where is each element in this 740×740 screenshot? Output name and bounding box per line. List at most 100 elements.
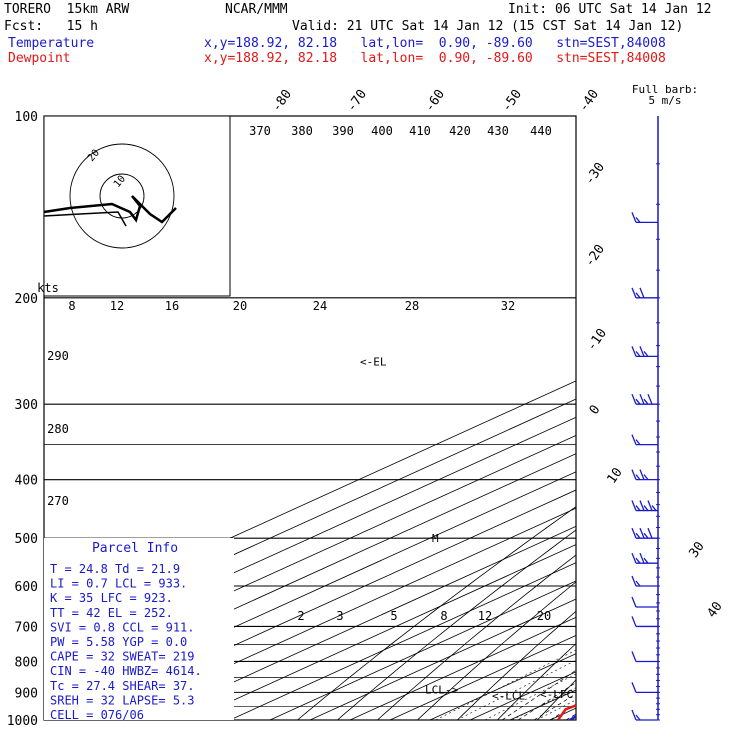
valid-label: Valid: 21 UTC Sat 14 Jan 12 (15 CST Sat …	[292, 19, 684, 34]
wind-barb-flag	[635, 398, 641, 405]
hodograph-scale-label: 32	[501, 299, 515, 313]
hodograph-scale-label: 16	[165, 299, 179, 313]
pressure-tick-label: 400	[15, 474, 38, 489]
mixing-ratio-label: 8	[440, 609, 447, 623]
moist-adiabat	[582, 116, 740, 720]
dry-adiabat	[337, 529, 576, 720]
theta-label: 390	[332, 124, 354, 138]
wind-barb-flag	[635, 350, 641, 357]
wind-barb-flag	[651, 505, 657, 511]
sounding-annotation: LCL->	[425, 683, 458, 696]
isotherm	[309, 598, 576, 720]
isotherm	[429, 653, 576, 720]
wind-barb-flag	[643, 398, 649, 405]
moist-adiabat	[533, 693, 576, 720]
parcel-info-row: LI = 0.7 LCL = 933.	[50, 577, 187, 591]
wind-barb-flag	[631, 682, 637, 693]
hodograph-scale-label: 8	[68, 299, 75, 313]
temp-tick-label-top: -70	[344, 87, 370, 115]
hodograph-ring	[69, 143, 175, 249]
temp-tick-label-top: -40	[576, 87, 602, 115]
wind-barb-flag	[631, 552, 637, 564]
init-label: Init: 06 UTC Sat 14 Jan 12	[508, 2, 712, 17]
sounding-annotation: <-LCL	[492, 689, 525, 702]
wind-barb-flag	[639, 500, 645, 511]
parcel-info-row: T = 24.8 Td = 21.9	[50, 562, 180, 576]
wind-barb-flag	[639, 469, 645, 480]
wind-barb-flag	[639, 346, 645, 357]
wind-barb-flag	[635, 557, 641, 564]
theta-label: 370	[249, 124, 271, 138]
wind-barb-flag	[639, 393, 645, 405]
dry-adiabat	[617, 116, 740, 720]
hodograph-scale-label: 24	[313, 299, 327, 313]
wind-barb	[631, 212, 658, 224]
wind-barb-flag	[631, 616, 637, 627]
org-label: NCAR/MMM	[225, 2, 288, 17]
isotherm	[549, 707, 576, 720]
wind-barb-flag	[635, 439, 641, 446]
parcel-info-row: SVI = 0.8 CCL = 911.	[50, 620, 195, 634]
wind-barb-flag	[635, 474, 641, 481]
theta-label-left: 270	[47, 494, 69, 508]
wind-barb-flag	[631, 709, 637, 721]
isotherm	[229, 562, 576, 720]
parcel-info-row: PW = 5.58 YGP = 0.0	[50, 635, 187, 649]
theta-label-left: 280	[47, 422, 69, 436]
theta-label: 440	[530, 124, 552, 138]
wind-barb-flag	[631, 434, 637, 445]
pressure-tick-label: 500	[15, 532, 38, 547]
temperature-legend: Temperature	[8, 36, 95, 51]
dry-adiabat	[657, 116, 740, 720]
parcel-info-title: Parcel Info	[92, 541, 178, 556]
dewpoint-legend: Dewpoint	[8, 51, 71, 66]
dewpoint-line	[556, 704, 576, 720]
isotherm	[269, 580, 576, 720]
temp-tick-label-right: 0	[587, 402, 604, 417]
wind-barb	[631, 346, 658, 358]
pressure-tick-label: 100	[15, 110, 38, 125]
temperature-line	[569, 714, 576, 720]
sounding-annotation: <-EL	[360, 356, 387, 369]
temp-tick-label-right: -30	[582, 160, 608, 188]
dewpoint-location: x,y=188.92, 82.18 lat,lon= 0.90, -89.60 …	[204, 51, 666, 66]
wind-barb-flag	[631, 287, 637, 299]
wind-barb-flag	[631, 500, 637, 511]
isotherm	[509, 689, 576, 720]
theta-label: 380	[291, 124, 313, 138]
pressure-tick-label: 800	[15, 655, 38, 670]
parcel-info-row: TT = 42 EL = 252.	[50, 606, 173, 620]
wind-barb	[631, 434, 658, 446]
isotherm	[109, 507, 576, 720]
mixing-ratio-label: 20	[537, 609, 551, 623]
barb-unit: 5 m/s	[648, 94, 681, 107]
mixing-ratio-label: 12	[478, 609, 492, 623]
sounding-annotation: M	[432, 532, 439, 545]
parcel-info-row: CIN = -40 HWBZ= 4614.	[50, 664, 202, 678]
wind-barbs: Full barb:5 m/s	[631, 83, 698, 721]
temp-tick-label-top: -60	[422, 87, 448, 115]
hodograph-scale-label: 28	[405, 299, 419, 313]
wind-barb-flag	[635, 505, 641, 511]
sounding-series	[556, 704, 576, 720]
wind-barb-flag	[639, 527, 645, 539]
wind-barb-flag	[631, 527, 637, 539]
wind-barb-flag	[639, 287, 645, 299]
barb-title: Full barb:	[632, 83, 698, 96]
pressure-tick-label: 700	[15, 620, 38, 635]
isotherm	[149, 525, 576, 720]
wind-barb-flag	[631, 575, 637, 587]
wind-barb	[631, 651, 658, 663]
wind-barb-flag	[631, 596, 637, 608]
mixing-ratio-line	[484, 673, 576, 720]
wind-barb-flag	[635, 532, 641, 539]
dry-adiabat	[697, 116, 740, 720]
wind-barb-flag	[631, 346, 637, 357]
pressure-tick-label: 200	[15, 292, 38, 307]
moist-adiabat	[565, 713, 576, 720]
dry-adiabat	[417, 581, 576, 720]
isotherm	[44, 471, 576, 715]
isotherm	[69, 489, 576, 720]
diagram-frame	[43, 115, 577, 721]
pressure-tick-label: 1000	[7, 714, 38, 729]
